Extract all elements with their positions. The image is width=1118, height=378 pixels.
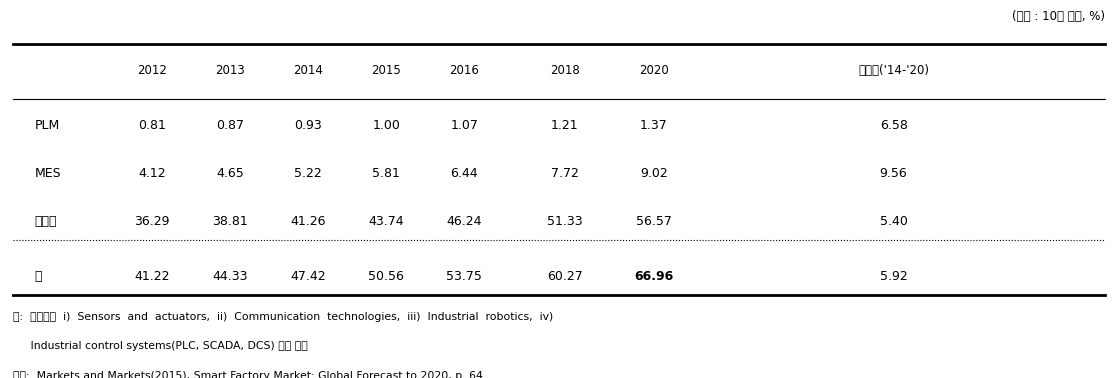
Text: PLM: PLM <box>35 119 60 132</box>
Text: 5.22: 5.22 <box>294 167 322 180</box>
Text: 자동화: 자동화 <box>35 215 57 228</box>
Text: 2015: 2015 <box>371 64 401 77</box>
Text: 2012: 2012 <box>138 64 167 77</box>
Text: 2014: 2014 <box>293 64 323 77</box>
Text: 6.44: 6.44 <box>451 167 479 180</box>
Text: 9.02: 9.02 <box>639 167 667 180</box>
Text: 4.65: 4.65 <box>216 167 244 180</box>
Text: 44.33: 44.33 <box>212 270 248 283</box>
Text: 1.21: 1.21 <box>551 119 578 132</box>
Text: 자료:  Markets and Markets(2015), Smart Factory Market: Global Forecast to 2020, p: 자료: Markets and Markets(2015), Smart Fac… <box>12 370 482 378</box>
Text: 주:  자동화는  i)  Sensors  and  actuators,  ii)  Communication  technologies,  iii) : 주: 자동화는 i) Sensors and actuators, ii) Co… <box>12 312 552 322</box>
Text: 60.27: 60.27 <box>547 270 582 283</box>
Text: 1.37: 1.37 <box>639 119 667 132</box>
Text: 53.75: 53.75 <box>446 270 482 283</box>
Text: 증가율('14-'20): 증가율('14-'20) <box>859 64 929 77</box>
Text: 46.24: 46.24 <box>446 215 482 228</box>
Text: 계: 계 <box>35 270 42 283</box>
Text: 47.42: 47.42 <box>291 270 325 283</box>
Text: 1.00: 1.00 <box>372 119 400 132</box>
Text: 6.58: 6.58 <box>880 119 908 132</box>
Text: 2013: 2013 <box>215 64 245 77</box>
Text: 1.07: 1.07 <box>451 119 479 132</box>
Text: 0.87: 0.87 <box>216 119 244 132</box>
Text: 38.81: 38.81 <box>212 215 248 228</box>
Text: 9.56: 9.56 <box>880 167 908 180</box>
Text: 5.81: 5.81 <box>372 167 400 180</box>
Text: 56.57: 56.57 <box>636 215 672 228</box>
Text: 41.22: 41.22 <box>134 270 170 283</box>
Text: Industrial control systems(PLC, SCADA, DCS) 등을 의미: Industrial control systems(PLC, SCADA, D… <box>12 341 307 351</box>
Text: 5.40: 5.40 <box>880 215 908 228</box>
Text: MES: MES <box>35 167 61 180</box>
Text: (단위 : 10억 달러, %): (단위 : 10억 달러, %) <box>1013 10 1106 23</box>
Text: 0.81: 0.81 <box>138 119 165 132</box>
Text: 0.93: 0.93 <box>294 119 322 132</box>
Text: 2016: 2016 <box>449 64 480 77</box>
Text: 50.56: 50.56 <box>368 270 404 283</box>
Text: 66.96: 66.96 <box>634 270 673 283</box>
Text: 51.33: 51.33 <box>547 215 582 228</box>
Text: 5.92: 5.92 <box>880 270 908 283</box>
Text: 4.12: 4.12 <box>139 167 165 180</box>
Text: 41.26: 41.26 <box>291 215 325 228</box>
Text: 36.29: 36.29 <box>134 215 170 228</box>
Text: 2018: 2018 <box>550 64 579 77</box>
Text: 2020: 2020 <box>638 64 669 77</box>
Text: 43.74: 43.74 <box>368 215 404 228</box>
Text: 7.72: 7.72 <box>551 167 578 180</box>
